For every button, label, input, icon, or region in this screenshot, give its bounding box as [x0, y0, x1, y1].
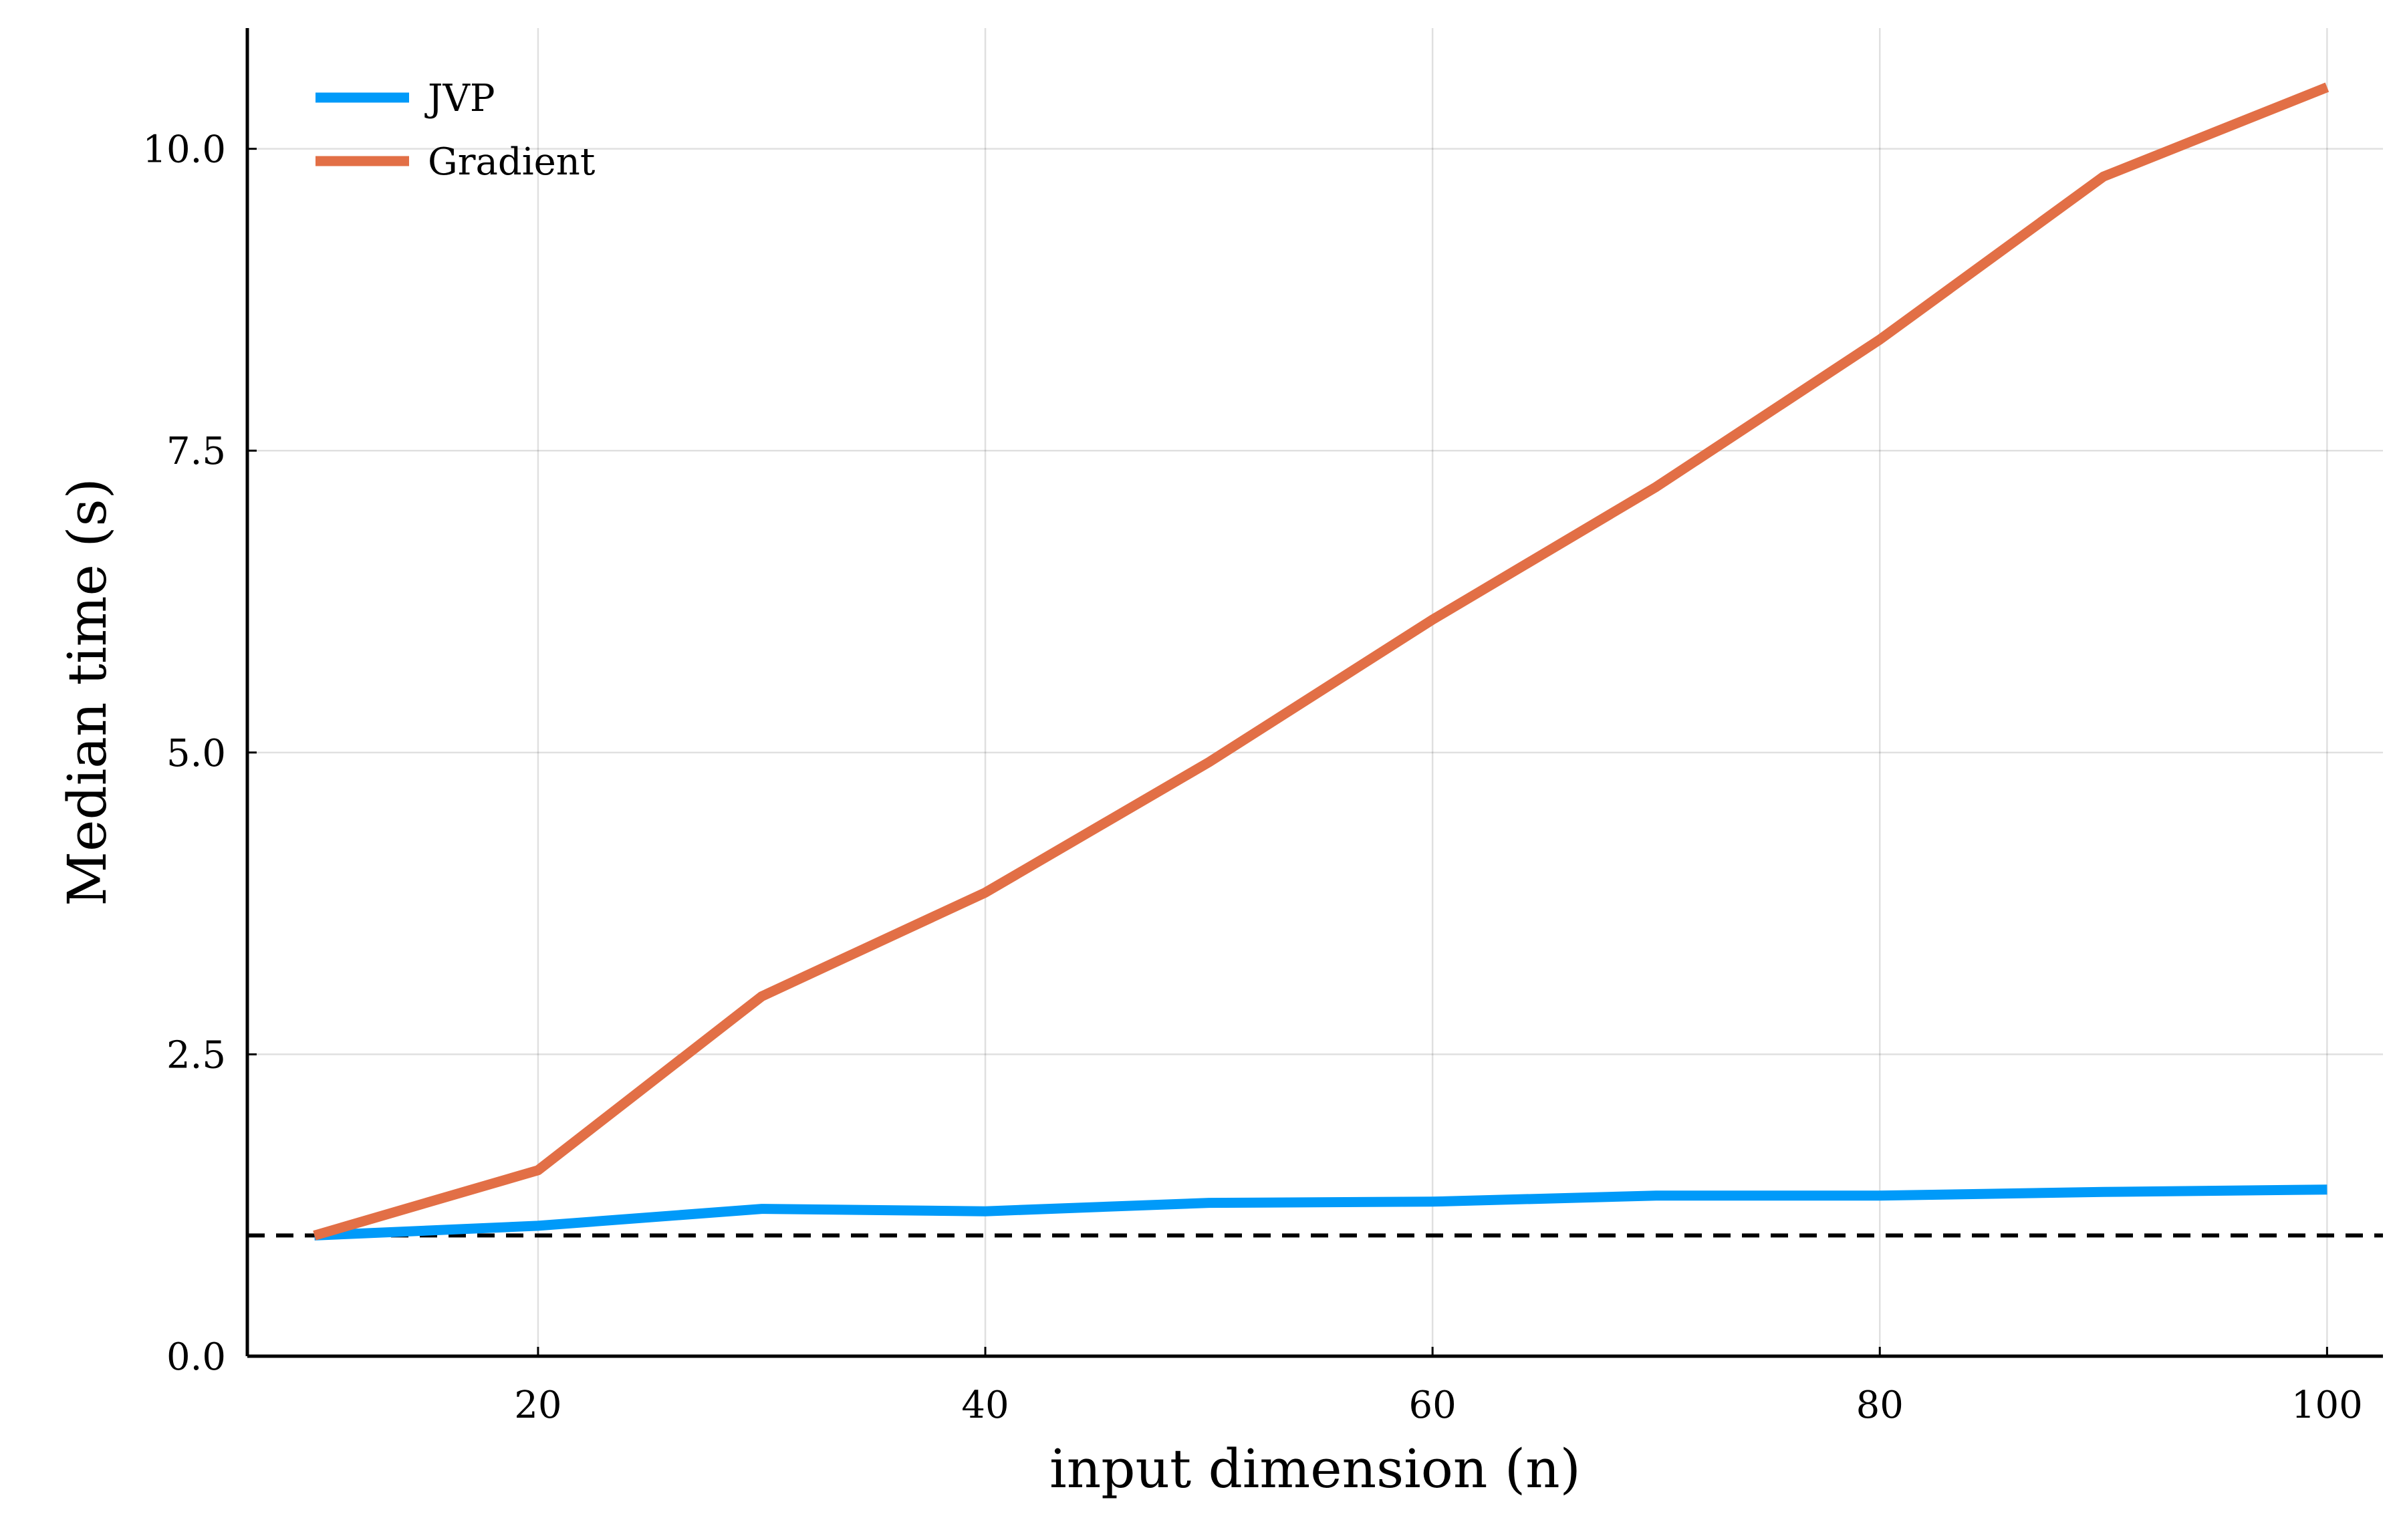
- y-tick-label: 7.5: [166, 430, 226, 473]
- x-tick-label: 40: [961, 1384, 1009, 1427]
- x-tick-label: 60: [1409, 1384, 1457, 1427]
- y-ticks: 0.0 2.5 5.0 7.5 10.0: [142, 128, 257, 1379]
- series-layer: [313, 82, 2329, 1241]
- series-line-gradient: [313, 82, 2329, 1241]
- y-tick-label: 2.5: [166, 1033, 226, 1077]
- y-axis-label: Median time (s): [56, 478, 118, 906]
- y-tick-label: 10.0: [142, 128, 226, 172]
- x-ticks: 20 40 60 80 100: [514, 1347, 2363, 1427]
- series-line-jvp: [314, 1184, 2327, 1241]
- y-tick-label: 5.0: [166, 732, 226, 775]
- legend-label-gradient: Gradient: [428, 140, 596, 184]
- legend: JVP Gradient: [316, 77, 596, 184]
- x-axis-label: input dimension (n): [1049, 1438, 1581, 1500]
- y-tick-label: 0.0: [166, 1335, 226, 1379]
- axes: [245, 28, 2383, 1358]
- x-tick-label: 80: [1856, 1384, 1904, 1427]
- legend-label-jvp: JVP: [424, 77, 495, 120]
- x-tick-label: 20: [514, 1384, 561, 1427]
- x-tick-label: 100: [2291, 1384, 2363, 1427]
